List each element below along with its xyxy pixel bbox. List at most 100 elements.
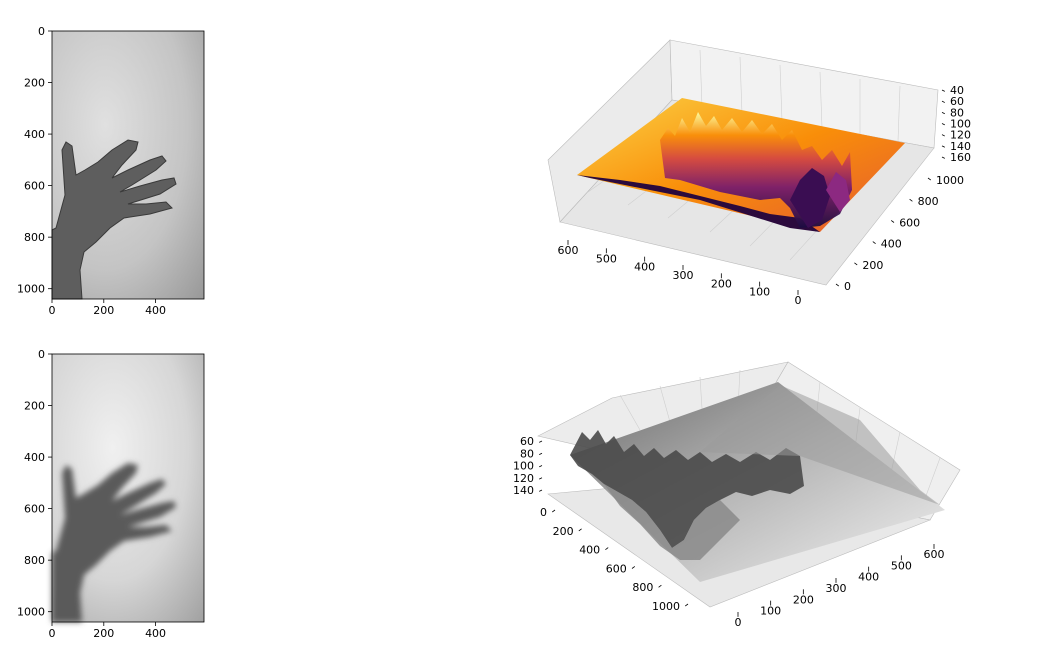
tick-label: 100 — [513, 460, 534, 473]
tick-label: 200 — [24, 77, 45, 90]
panel-top-left-image: 0 200 400 0 200 400 600 800 1000 — [17, 25, 205, 317]
tick-label: 0 — [844, 280, 851, 293]
tick-label: 100 — [950, 118, 971, 131]
tick-label: 200 — [553, 525, 574, 538]
tick-mark — [941, 145, 945, 148]
tick-mark — [551, 509, 556, 513]
tick-label: 0 — [49, 627, 56, 640]
hand-shape — [52, 463, 176, 622]
tick-mark — [631, 566, 636, 569]
tick-mark — [658, 584, 662, 588]
tick-label: 500 — [891, 559, 912, 572]
tick-label: 400 — [579, 544, 600, 557]
surface-inferno — [577, 98, 905, 232]
tick-mark — [539, 465, 543, 468]
hand-photo-blurred — [52, 463, 176, 622]
tick-mark — [835, 283, 840, 287]
tick-label: 800 — [632, 581, 653, 594]
tick-mark — [605, 547, 609, 551]
tick-mark — [927, 177, 932, 181]
tick-label: 200 — [862, 259, 883, 272]
tick-mark — [684, 603, 689, 607]
tick-label: 0 — [735, 616, 742, 629]
tick-label: 60 — [520, 435, 534, 448]
surface-edge — [577, 175, 820, 232]
tick-label: 800 — [918, 195, 939, 208]
surface-ridge — [826, 172, 850, 212]
surface-peaks — [570, 430, 804, 548]
tick-label: 0 — [795, 294, 802, 307]
tick-label: 600 — [924, 548, 945, 561]
tick-label: 0 — [38, 348, 45, 361]
axis-ticks: 0 200 400 0 200 400 600 800 1000 — [17, 348, 166, 640]
tick-label: 400 — [24, 128, 45, 141]
tick-label: 500 — [596, 252, 617, 265]
surface-gray — [570, 382, 945, 582]
panel-bottom-right-surface: 0 100 200 300 400 500 600 0 200 400 600 800 1000 6080… — [513, 361, 961, 629]
panel-bottom-left-image: 0 200 400 0 200 400 600 800 1000 — [17, 348, 205, 640]
tick-label: 600 — [899, 216, 920, 229]
tick-label: 300 — [826, 582, 847, 595]
tick-label: 160 — [950, 151, 971, 164]
image-frame — [51, 30, 205, 300]
tick-label: 400 — [145, 304, 166, 317]
tick-label: 200 — [93, 627, 114, 640]
tick-label: 0 — [38, 25, 45, 38]
tick-mark — [941, 89, 945, 92]
tick-label: 0 — [540, 506, 547, 519]
tick-label: 400 — [24, 451, 45, 464]
axis-ticks: 6005004003002001000020040060080010004060… — [558, 84, 972, 307]
tick-label: 40 — [950, 84, 964, 97]
tick-label: 600 — [24, 503, 45, 516]
tick-label: 600 — [606, 562, 627, 575]
tick-label: 80 — [950, 106, 964, 119]
hand-shape — [51, 139, 177, 300]
tick-label: 1000 — [936, 174, 964, 187]
surface-slope — [700, 385, 940, 505]
tick-label: 200 — [711, 277, 732, 290]
tick-label: 400 — [145, 627, 166, 640]
tick-mark — [941, 123, 945, 126]
axis-ticks: 0 200 400 0 200 400 600 800 1000 — [17, 25, 166, 317]
tick-mark — [909, 198, 913, 202]
tick-label: 400 — [634, 261, 655, 274]
panel-top-right-surface: 6005004003002001000020040060080010004060… — [547, 39, 972, 307]
axis-ticks: 0 100 200 300 400 500 600 0 200 400 600 800 1000 6080… — [513, 435, 945, 629]
tick-label: 800 — [24, 231, 45, 244]
tick-label: 80 — [520, 447, 534, 460]
tick-label: 1000 — [652, 600, 680, 613]
tick-mark — [941, 156, 945, 159]
tick-mark — [539, 440, 543, 443]
tick-label: 200 — [793, 593, 814, 606]
tick-mark — [890, 220, 895, 223]
tick-label: 200 — [93, 304, 114, 317]
hand-photo — [51, 139, 177, 300]
tick-mark — [539, 477, 543, 480]
tick-mark — [941, 111, 945, 115]
tick-mark — [539, 489, 543, 492]
tick-label: 300 — [673, 269, 694, 282]
tick-label: 100 — [749, 286, 770, 299]
tick-label: 400 — [858, 571, 879, 584]
tick-label: 100 — [760, 605, 781, 618]
tick-label: 600 — [24, 180, 45, 193]
tick-mark — [854, 262, 858, 266]
tick-label: 1000 — [17, 606, 45, 619]
tick-label: 0 — [49, 304, 56, 317]
image-frame — [51, 353, 205, 623]
tick-label: 400 — [881, 238, 902, 251]
tick-label: 60 — [950, 95, 964, 108]
tick-label: 120 — [950, 129, 971, 142]
tick-label: 600 — [558, 244, 579, 257]
tick-mark — [578, 528, 582, 532]
tick-mark — [872, 241, 876, 245]
tick-label: 120 — [513, 472, 534, 485]
tick-label: 140 — [950, 140, 971, 153]
tick-label: 800 — [24, 554, 45, 567]
tick-mark — [539, 452, 543, 456]
tick-label: 140 — [513, 484, 534, 497]
surface-valley — [604, 484, 740, 560]
tick-label: 200 — [24, 400, 45, 413]
tick-mark — [941, 134, 945, 137]
